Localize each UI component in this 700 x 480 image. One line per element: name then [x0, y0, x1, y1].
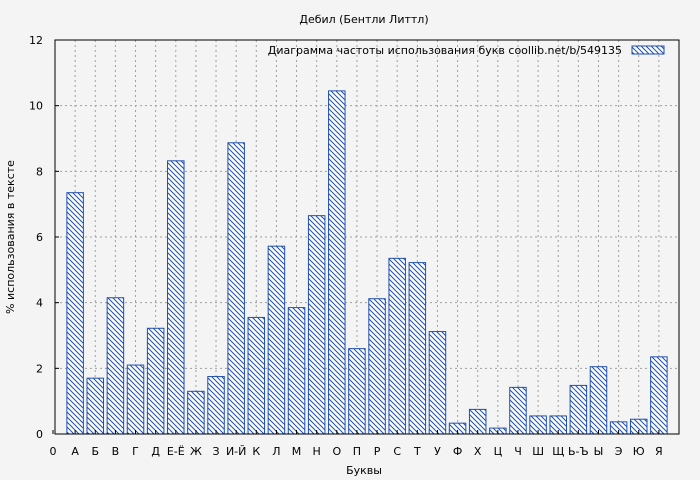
x-tick-label: В	[112, 445, 120, 458]
x-tick-label: Н	[313, 445, 321, 458]
x-axis-label: Буквы	[346, 464, 382, 477]
bar-Ы	[589, 366, 608, 435]
plot-area: 0 2 4 6 8 10 12 0 А Б В Г Д Е-Ё Ж З И-Й К Л М Н О П Р С Т У Ф Х Ц Ч Ш Щ Ь…	[29, 34, 680, 458]
x-tick-label: О	[332, 445, 341, 458]
bar-Е-Ё	[167, 160, 185, 435]
x-tick-label: И-Й	[226, 445, 246, 458]
x-tick-label: Ф	[453, 445, 462, 458]
bar-Ь-Ъ	[569, 384, 588, 435]
x-tick-label: З	[213, 445, 220, 458]
x-tick-label: Е-Ё	[167, 445, 185, 458]
bar-В	[106, 297, 125, 435]
y-tick-label: 10	[29, 100, 43, 113]
x-tick-label: Щ	[552, 445, 564, 458]
bar-Г	[126, 364, 145, 435]
x-tick-label: Ы	[594, 445, 604, 458]
x-tick-label: Ш	[532, 445, 544, 458]
bar-М	[287, 307, 306, 435]
bar-С	[388, 257, 406, 435]
bar-Д	[146, 327, 165, 435]
x-tick-label: П	[353, 445, 361, 458]
y-tick-label: 12	[29, 34, 43, 47]
x-tick-label: Т	[413, 445, 421, 458]
bar-А	[66, 192, 84, 435]
bar-Н	[307, 215, 326, 435]
bar-Т	[408, 262, 427, 435]
x-tick-label: 0	[50, 445, 57, 458]
chart-title: Дебил (Бентли Литтл)	[299, 13, 428, 26]
legend-label: Диаграмма частоты использования букв coo…	[268, 44, 622, 57]
bar-Р	[368, 298, 386, 435]
bar-Ч	[509, 386, 527, 435]
x-tick-label: Л	[272, 445, 280, 458]
legend-swatch	[631, 45, 665, 55]
bar-К	[247, 316, 266, 435]
x-tick-label: Д	[151, 445, 160, 458]
bar-П	[348, 348, 366, 435]
x-tick-label: Б	[91, 445, 99, 458]
y-tick-label: 2	[36, 362, 43, 375]
x-tick-label: Р	[374, 445, 381, 458]
x-tick-label: Э	[615, 445, 623, 458]
y-axis-label: % использования в тексте	[4, 160, 17, 314]
x-tick-label: Ц	[494, 445, 503, 458]
bar-И-Й	[227, 142, 245, 435]
bar-Л	[267, 245, 286, 435]
y-tick-label: 6	[36, 231, 43, 244]
plot-frame	[54, 39, 680, 435]
y-tick-label: 0	[36, 428, 43, 441]
x-tick-label: Ю	[633, 445, 645, 458]
bar-З	[207, 376, 225, 435]
x-tick-label: С	[393, 445, 401, 458]
x-tick-label: Я	[655, 445, 663, 458]
bar-Ж	[187, 390, 205, 435]
x-tick-label: Ж	[190, 445, 202, 458]
bar-У	[428, 331, 447, 435]
x-tick-label: Г	[132, 445, 139, 458]
x-tick-label: Х	[474, 445, 482, 458]
x-tick-label: У	[434, 445, 441, 458]
y-tick-label: 4	[36, 297, 43, 310]
x-tick-label: Ь-Ъ	[568, 445, 589, 458]
bar-О	[328, 90, 346, 435]
x-tick-label: К	[252, 445, 260, 458]
bar-Б	[86, 377, 105, 435]
bar-Я	[650, 356, 668, 435]
x-tick-label: Ч	[514, 445, 522, 458]
x-tick-label: М	[292, 445, 302, 458]
y-tick-label: 8	[36, 165, 43, 178]
x-tick-label: А	[71, 445, 79, 458]
